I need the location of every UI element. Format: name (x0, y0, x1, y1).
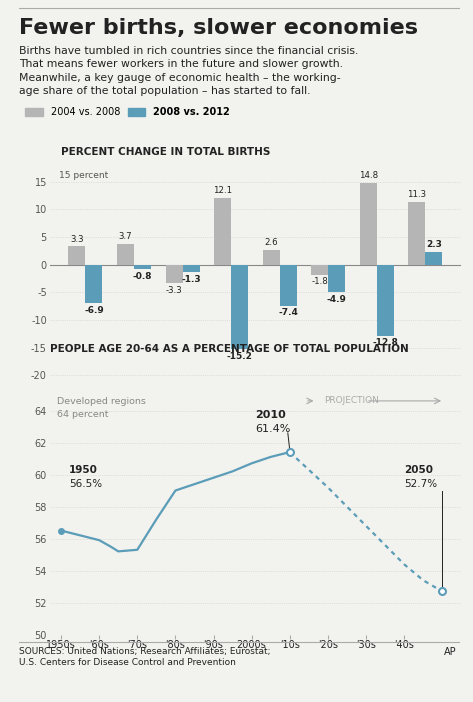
Text: -0.8: -0.8 (133, 272, 152, 281)
Text: 56.5%: 56.5% (69, 479, 102, 489)
Text: PERCENT CHANGE IN TOTAL BIRTHS: PERCENT CHANGE IN TOTAL BIRTHS (61, 147, 271, 157)
Text: 11.3: 11.3 (407, 190, 427, 199)
Text: -12.8: -12.8 (372, 338, 398, 347)
Bar (360, 183, 377, 265)
Text: -3.3: -3.3 (166, 286, 183, 295)
Text: 3.3: 3.3 (70, 234, 84, 244)
Bar (166, 265, 183, 283)
Bar (311, 265, 328, 274)
Text: 2.3: 2.3 (426, 240, 442, 249)
Bar (409, 202, 426, 265)
Text: SOURCES: United Nations; Research Affiliates; Eurostat;
U.S. Centers for Disease: SOURCES: United Nations; Research Affili… (19, 647, 271, 667)
Text: PROJECTION: PROJECTION (324, 397, 379, 405)
Bar (117, 244, 134, 265)
Bar (85, 265, 102, 303)
Bar (263, 250, 280, 265)
Text: 64 percent: 64 percent (57, 409, 109, 418)
Text: AP: AP (444, 647, 456, 656)
Bar (214, 198, 231, 265)
Text: 12.1: 12.1 (213, 186, 232, 195)
Legend: 2004 vs. 2008, 2008 vs. 2012: 2004 vs. 2008, 2008 vs. 2012 (22, 103, 234, 121)
Text: 52.7%: 52.7% (404, 479, 437, 489)
Text: Fewer births, slower economies: Fewer births, slower economies (19, 18, 418, 38)
Text: PEOPLE AGE 20-64 AS A PERCENTAGE OF TOTAL POPULATION: PEOPLE AGE 20-64 AS A PERCENTAGE OF TOTA… (50, 344, 408, 355)
Text: 1950: 1950 (69, 465, 97, 475)
Text: -6.9: -6.9 (84, 305, 104, 314)
Bar (231, 265, 248, 349)
Text: 61.4%: 61.4% (255, 424, 291, 434)
Bar (183, 265, 200, 272)
Text: 2050: 2050 (404, 465, 433, 475)
Text: -7.4: -7.4 (278, 308, 298, 317)
Text: Births have tumbled in rich countries since the financial crisis.
That means few: Births have tumbled in rich countries si… (19, 46, 358, 96)
Text: -1.3: -1.3 (181, 274, 201, 284)
Text: 14.8: 14.8 (359, 171, 378, 180)
Text: -1.8: -1.8 (311, 277, 328, 286)
Text: -15.2: -15.2 (227, 352, 253, 361)
Text: 3.7: 3.7 (119, 232, 132, 241)
Text: Developed regions: Developed regions (57, 397, 146, 406)
Bar (377, 265, 394, 336)
Text: -4.9: -4.9 (327, 295, 347, 303)
Bar (69, 246, 85, 265)
Text: 15 percent: 15 percent (59, 171, 108, 180)
Text: 2.6: 2.6 (264, 239, 278, 248)
Bar (134, 265, 151, 269)
Bar (426, 252, 442, 265)
Bar (280, 265, 297, 305)
Bar (328, 265, 345, 292)
Text: 2010: 2010 (255, 410, 286, 420)
